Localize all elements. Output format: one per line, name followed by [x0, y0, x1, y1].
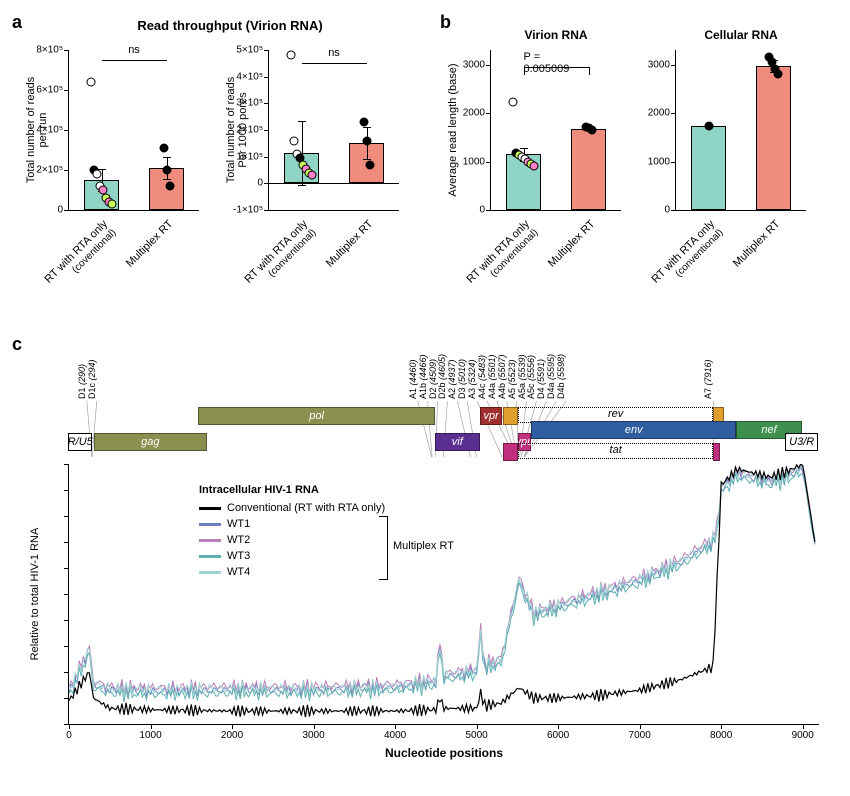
x-category-label: Multiplex RT	[730, 218, 782, 270]
bar	[756, 66, 792, 210]
splice-site-label: D4a (5595)	[546, 354, 556, 399]
y-axis-label: Total number of readsper run	[25, 50, 49, 210]
panel-a-label: a	[12, 12, 22, 33]
coverage-chart: 00.10.20.30.40.50.60.70.80.9101000200030…	[68, 464, 819, 725]
significance-label: ns	[328, 47, 340, 59]
x-category-label: RT with RTA only(conventional)	[242, 218, 318, 294]
data-point	[774, 70, 783, 79]
splice-site-label: A4c (5483)	[477, 355, 487, 399]
gene-box: vpr	[480, 407, 503, 425]
splice-site-label: A5 (5523)	[507, 359, 517, 399]
gene-track: D1 (290)D1c (294)A1 (4460)A1b (4466)D2 (…	[68, 339, 818, 459]
data-point	[362, 136, 371, 145]
splice-site-label: A4a (5501)	[487, 354, 497, 399]
splice-site-label: A5a (5539)	[517, 354, 527, 399]
coverage-line	[69, 467, 815, 697]
gene-box	[713, 443, 720, 461]
splice-site-label: A7 (7916)	[703, 359, 713, 399]
legend-item: Conventional (RT with RTA only)	[199, 500, 385, 516]
y-axis-label: Total number of readsPer 1000 pores	[225, 50, 249, 210]
chart-b-left: 0100020003000RT with RTA only(convention…	[490, 50, 621, 211]
y-axis-label: Average read length (base)	[447, 50, 459, 210]
data-point	[108, 200, 117, 209]
panel-b: b 0100020003000RT with RTA only(conventi…	[440, 10, 840, 330]
data-point	[162, 166, 171, 175]
legend-item: WT3	[199, 548, 385, 564]
splice-site-label: A1 (4460)	[408, 359, 418, 399]
data-point	[87, 78, 96, 87]
data-point	[308, 171, 317, 180]
gene-box	[503, 443, 518, 461]
gene-box: vif	[435, 433, 480, 451]
splice-site-label: D3 (5010)	[457, 359, 467, 399]
x-category-label: Multiplex RT	[323, 218, 375, 270]
multiplex-brace	[379, 516, 388, 580]
splice-site-label: D4 (5591)	[536, 359, 546, 399]
chart-a-right: -1×10⁵01×10⁵2×10⁵3×10⁵4×10⁵5×10⁵RT with …	[268, 50, 399, 211]
legend-title: Intracellular HIV-1 RNA	[199, 484, 385, 496]
chart-b-right: 0100020003000RT with RTA only(convention…	[675, 50, 806, 211]
gene-box: gag	[94, 433, 207, 451]
splice-site-label: A4b (5507)	[497, 354, 507, 399]
panel-c-label: c	[12, 334, 22, 355]
panel-a: a Read throughput (Virion RNA) 02×10⁵4×1…	[10, 10, 440, 330]
splice-site-label: A5c (5556)	[526, 355, 536, 399]
data-point	[290, 136, 299, 145]
data-point	[587, 126, 596, 135]
coverage-x-label: Nucleotide positions	[385, 746, 503, 760]
x-category-label: Multiplex RT	[545, 218, 597, 270]
gene-box: pol	[198, 407, 434, 425]
data-point	[704, 122, 713, 131]
legend-item: WT2	[199, 532, 385, 548]
splice-site-label: A3 (5324)	[467, 359, 477, 399]
data-point	[93, 170, 102, 179]
gene-box: U3/R	[785, 433, 818, 451]
splice-site-label: D1c (294)	[87, 359, 97, 399]
gene-box: tat	[518, 443, 713, 459]
splice-site-label: D2b (4605)	[437, 354, 447, 399]
data-point	[359, 118, 368, 127]
coverage-line-black	[69, 464, 815, 717]
gene-box	[503, 407, 518, 425]
coverage-svg	[69, 464, 819, 724]
gene-box: env	[531, 421, 736, 439]
coverage-legend: Intracellular HIV-1 RNA Conventional (RT …	[199, 484, 385, 580]
coverage-y-label: Relative to total HIV-1 RNA	[29, 464, 41, 724]
x-category-label: RT with RTA only(coventional)	[42, 218, 118, 294]
splice-site-label: D4b (5598)	[556, 354, 566, 399]
data-point	[509, 98, 518, 107]
subplot-title: Virion RNA	[491, 28, 621, 42]
gene-box: R/U5	[68, 433, 92, 451]
bar	[571, 129, 607, 210]
x-category-label: Multiplex RT	[123, 218, 175, 270]
subplot-title: Cellular RNA	[676, 28, 806, 42]
legend-item: WT4	[199, 564, 385, 580]
splice-site-label: A1b (4466)	[418, 354, 428, 399]
multiplex-label: Multiplex RT	[393, 540, 454, 552]
figure: a Read throughput (Virion RNA) 02×10⁵4×1…	[10, 10, 840, 774]
legend-item: WT1	[199, 516, 385, 532]
splice-site-label: D1 (290)	[77, 364, 87, 399]
data-point	[287, 51, 296, 60]
coverage-line	[69, 471, 815, 702]
panel-a-title: Read throughput (Virion RNA)	[90, 18, 370, 33]
bar	[691, 126, 727, 210]
panel-b-label: b	[440, 12, 451, 33]
splice-site-label: A2 (4937)	[447, 359, 457, 399]
x-category-label: RT with RTA only(conventional)	[649, 218, 725, 294]
panel-c: c D1 (290)D1c (294) A1 (4460)A1b (4466) D2…	[10, 334, 840, 774]
top-row: a Read throughput (Virion RNA) 02×10⁵4×1…	[10, 10, 840, 330]
x-category-label: RT with RTA only(conventional)	[464, 218, 540, 294]
